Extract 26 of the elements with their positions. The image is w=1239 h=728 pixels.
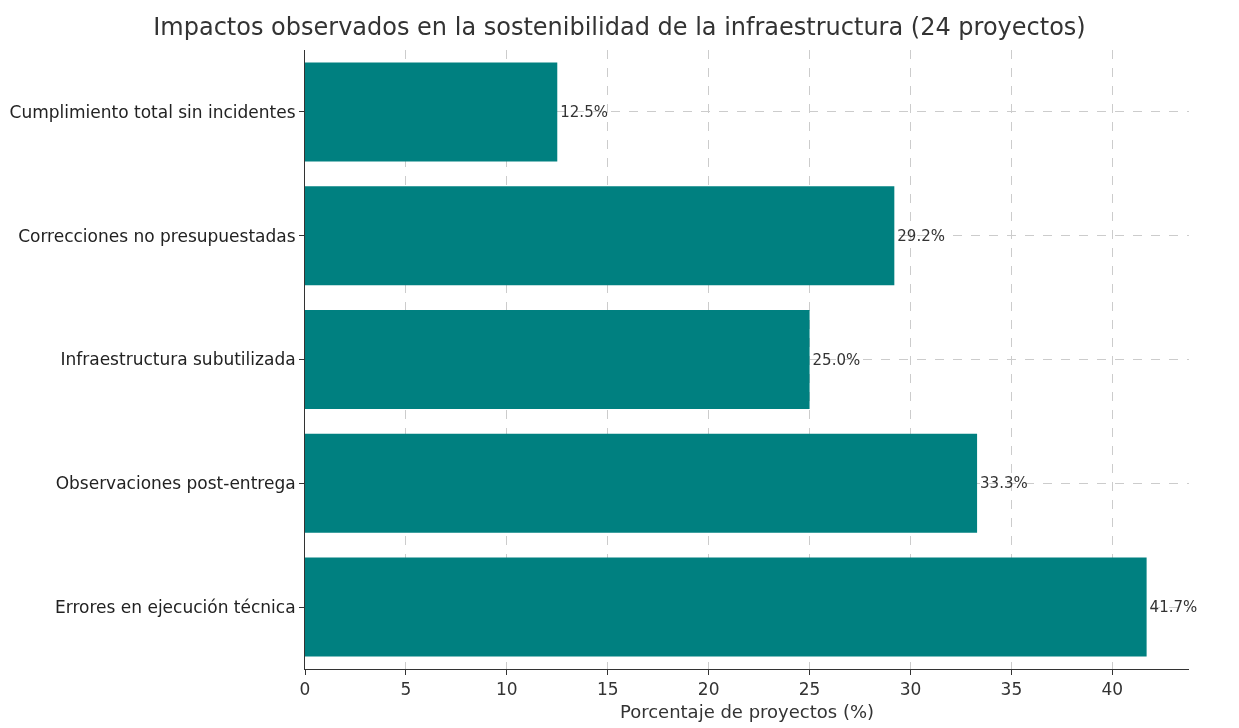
x-tick-label: 10: [496, 679, 518, 700]
x-tick-label: 30: [899, 679, 922, 700]
data-label: 12.5%: [560, 102, 608, 121]
y-tick-label: Observaciones post-entrega: [55, 473, 296, 494]
bar: [305, 309, 810, 410]
x-tick-label: 20: [697, 679, 720, 700]
data-label: 29.2%: [897, 226, 945, 245]
x-tick-label: 5: [400, 679, 412, 700]
chart-title: Impactos observados en la sostenibilidad de la infraestructura (24 proyectos): [153, 13, 1086, 41]
y-tick-label: Cumplimiento total sin incidentes: [9, 101, 296, 122]
data-label: 41.7%: [1149, 598, 1198, 617]
data-label: 25.0%: [812, 350, 861, 369]
x-tick-label: 25: [798, 679, 821, 700]
bar: [305, 433, 978, 533]
y-tick-label: Correcciones no presupuestadas: [18, 225, 296, 246]
y-tick-label: Errores en ejecución técnica: [55, 597, 296, 618]
bar: [305, 62, 558, 162]
x-axis-title: Porcentaje de proyectos (%): [619, 700, 875, 722]
x-tick-label: 35: [1000, 679, 1023, 700]
bar: [305, 557, 1147, 657]
data-label: 33.3%: [980, 474, 1028, 493]
y-tick-label: Infraestructura subutilizada: [60, 349, 296, 370]
x-tick-label: 40: [1101, 679, 1124, 700]
x-tick-label: 0: [299, 679, 311, 700]
bar: [305, 186, 895, 286]
x-tick-label: 15: [596, 679, 619, 700]
